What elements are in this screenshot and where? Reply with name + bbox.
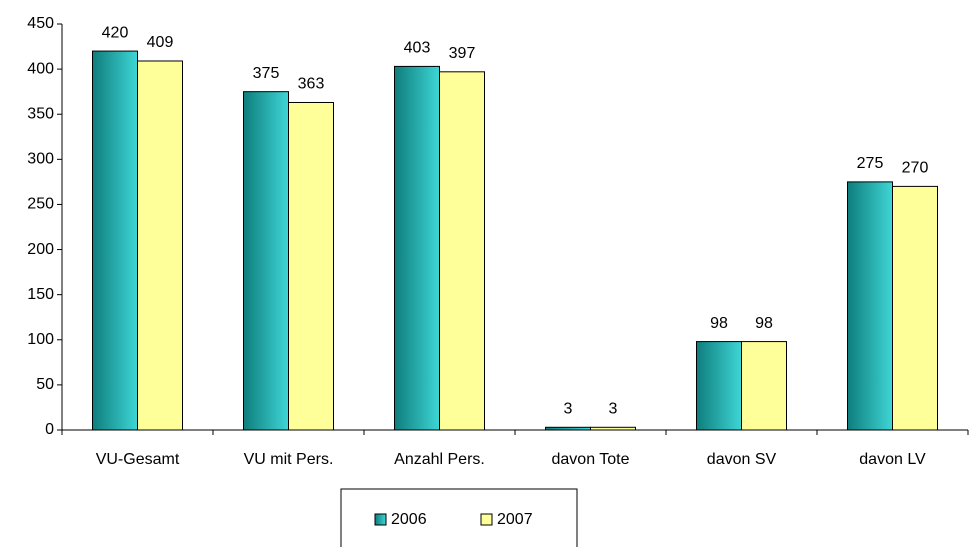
y-tick-label: 300 — [27, 151, 54, 168]
bar — [696, 341, 742, 431]
x-tick-label: VU-Gesamt — [96, 451, 180, 468]
y-tick-label: 250 — [27, 196, 54, 213]
bar — [545, 426, 591, 431]
value-label: 420 — [102, 24, 129, 41]
value-label: 98 — [755, 315, 773, 332]
value-label: 275 — [857, 155, 884, 172]
legend-swatch — [480, 513, 493, 526]
y-tick-label: 400 — [27, 60, 54, 77]
legend-swatch — [374, 513, 387, 526]
value-label: 270 — [902, 160, 929, 177]
y-tick-label: 200 — [27, 241, 54, 258]
legend-label: 2006 — [391, 511, 427, 528]
value-label: 3 — [564, 401, 573, 418]
y-tick-label: 0 — [45, 421, 54, 438]
value-label: 375 — [253, 65, 280, 82]
bar — [288, 101, 334, 431]
bar — [394, 65, 440, 431]
y-tick-label: 150 — [27, 286, 54, 303]
x-tick-label: davon LV — [859, 451, 926, 468]
bar — [439, 71, 485, 431]
bar — [243, 91, 289, 431]
bar — [92, 50, 138, 431]
bar — [590, 426, 636, 431]
value-label: 3 — [609, 401, 618, 418]
value-label: 403 — [404, 40, 431, 57]
bar — [137, 60, 183, 431]
bar — [847, 181, 893, 431]
x-tick-label: davon SV — [707, 451, 777, 468]
value-label: 363 — [298, 76, 325, 93]
y-tick-label: 350 — [27, 105, 54, 122]
value-label: 98 — [710, 315, 728, 332]
bar — [741, 341, 787, 431]
bar — [892, 185, 938, 431]
value-label: 409 — [147, 34, 174, 51]
y-tick-label: 100 — [27, 331, 54, 348]
legend-label: 2007 — [497, 511, 533, 528]
x-tick-label: davon Tote — [552, 451, 630, 468]
x-tick-label: Anzahl Pers. — [394, 451, 485, 468]
value-label: 397 — [449, 45, 476, 62]
y-tick-label: 450 — [27, 15, 54, 32]
x-tick-label: VU mit Pers. — [244, 451, 334, 468]
y-tick-label: 50 — [36, 376, 54, 393]
